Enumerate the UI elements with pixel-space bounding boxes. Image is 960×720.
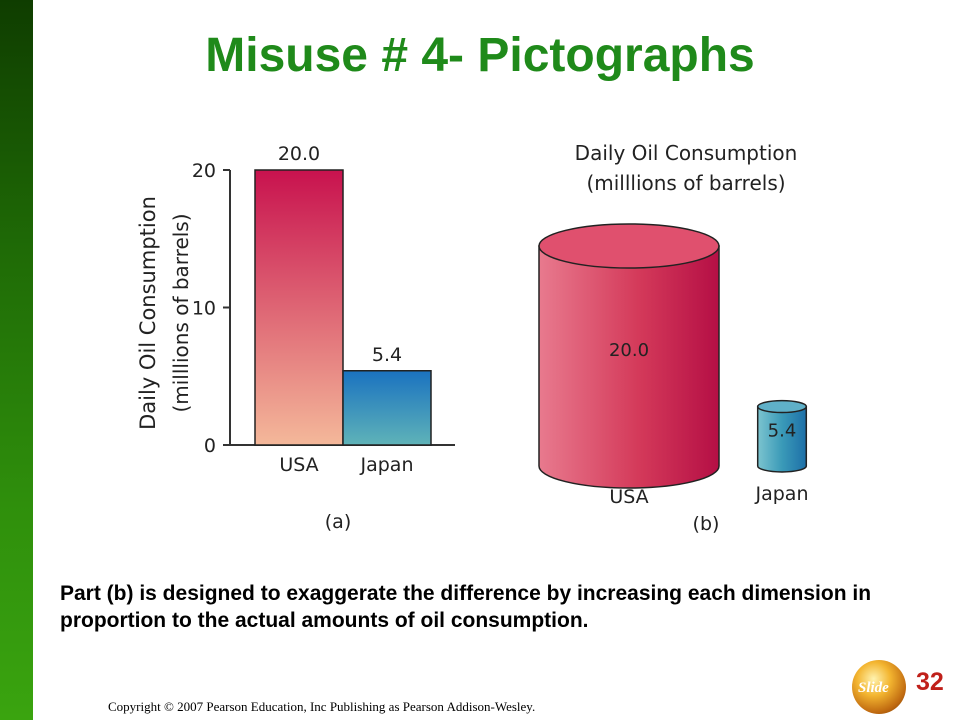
cylinder-category-label: USA xyxy=(609,486,648,508)
pictograph-title: Daily Oil Consumption xyxy=(575,141,798,165)
explanation-text: Part (b) is designed to exaggerate the d… xyxy=(60,582,872,632)
cylinder-category-label: Japan xyxy=(755,483,809,505)
bar-usa xyxy=(254,169,344,446)
left-accent-bar xyxy=(0,0,33,720)
cylinder-value-label: 20.0 xyxy=(609,340,649,361)
slide-title: Misuse # 4- Pictographs xyxy=(205,29,755,82)
y-axis-label: Daily Oil Consumption xyxy=(136,196,160,430)
pictograph-subtitle: (milllions of barrels) xyxy=(586,171,785,195)
bar-category-label: USA xyxy=(279,454,318,476)
bar-chart-a: 0 10 20 20.0 5.4 USA Japan Daily Oil Consump… xyxy=(136,143,455,533)
slide-badge-orb-icon xyxy=(852,660,906,714)
cylinder-japan xyxy=(756,399,808,473)
chart-b-caption: (b) xyxy=(693,513,720,535)
bar-value-label: 20.0 xyxy=(278,143,320,165)
y-axis-units: (milllions of barrels) xyxy=(169,213,193,412)
bar-japan xyxy=(342,370,432,446)
charts-figure: 0 10 20 20.0 5.4 USA Japan Daily Oil Consump… xyxy=(136,141,809,535)
cylinder-top xyxy=(538,223,720,269)
y-tick-label: 10 xyxy=(192,298,216,320)
cylinder-body xyxy=(756,405,808,473)
y-tick-label: 0 xyxy=(204,435,216,457)
slide-number-badge: Slide 32 xyxy=(850,660,950,716)
cylinder-body xyxy=(538,245,720,489)
pictograph-b: Daily Oil Consumption (milllions of barr… xyxy=(538,141,809,535)
cylinder-usa xyxy=(538,223,720,489)
bar-value-label: 5.4 xyxy=(372,344,402,366)
bar-category-label: Japan xyxy=(360,454,414,476)
chart-a-caption: (a) xyxy=(325,511,351,533)
slide-badge-word: Slide xyxy=(858,680,889,696)
cylinder-top xyxy=(756,399,808,414)
copyright-notice: Copyright © 2007 Pearson Education, Inc … xyxy=(108,699,536,714)
cylinder-value-label: 5.4 xyxy=(768,420,797,441)
y-tick-label: 20 xyxy=(192,160,216,182)
slide-number: 32 xyxy=(916,668,944,696)
